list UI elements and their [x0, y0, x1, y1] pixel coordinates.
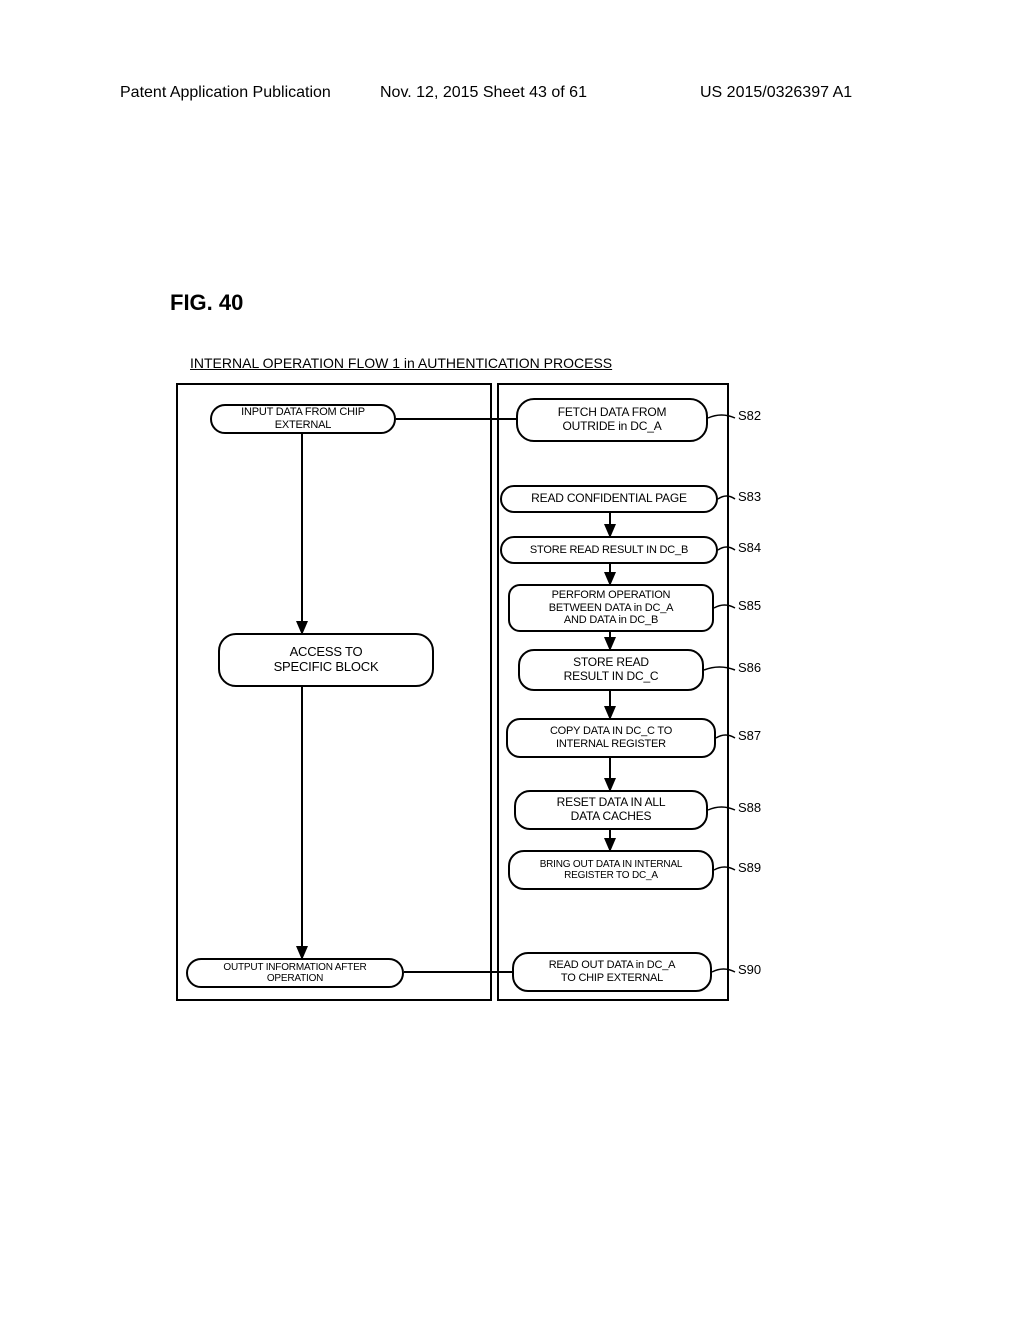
- right-node-s86: STORE READRESULT IN DC_C: [518, 649, 704, 691]
- step-label-s88: S88: [738, 800, 761, 815]
- step-label-s90: S90: [738, 962, 761, 977]
- header-center: Nov. 12, 2015 Sheet 43 of 61: [380, 84, 587, 102]
- right-node-s87: COPY DATA IN DC_C TOINTERNAL REGISTER: [506, 718, 716, 758]
- step-label-s84: S84: [738, 540, 761, 555]
- figure-label: FIG. 40: [170, 290, 243, 316]
- right-node-s83: READ CONFIDENTIAL PAGE: [500, 485, 718, 513]
- header-left: Patent Application Publication: [120, 84, 331, 102]
- step-label-s85: S85: [738, 598, 761, 613]
- step-label-s83: S83: [738, 489, 761, 504]
- right-node-s85: PERFORM OPERATIONBETWEEN DATA in DC_AAND…: [508, 584, 714, 632]
- right-panel: [497, 383, 729, 1001]
- left-node-input: INPUT DATA FROM CHIP EXTERNAL: [210, 404, 396, 434]
- step-label-s86: S86: [738, 660, 761, 675]
- left-node-output: OUTPUT INFORMATION AFTER OPERATION: [186, 958, 404, 988]
- header-right: US 2015/0326397 A1: [700, 84, 852, 102]
- figure-subtitle: INTERNAL OPERATION FLOW 1 in AUTHENTICAT…: [190, 355, 612, 371]
- left-panel: [176, 383, 492, 1001]
- right-node-s82: FETCH DATA FROMOUTRIDE in DC_A: [516, 398, 708, 442]
- step-label-s82: S82: [738, 408, 761, 423]
- right-node-s84: STORE READ RESULT IN DC_B: [500, 536, 718, 564]
- step-label-s89: S89: [738, 860, 761, 875]
- right-node-s89: BRING OUT DATA IN INTERNALREGISTER TO DC…: [508, 850, 714, 890]
- right-node-s88: RESET DATA IN ALLDATA CACHES: [514, 790, 708, 830]
- step-label-s87: S87: [738, 728, 761, 743]
- right-node-s90: READ OUT DATA in DC_ATO CHIP EXTERNAL: [512, 952, 712, 992]
- left-node-access: ACCESS TOSPECIFIC BLOCK: [218, 633, 434, 687]
- page: Patent Application Publication Nov. 12, …: [0, 0, 1024, 1320]
